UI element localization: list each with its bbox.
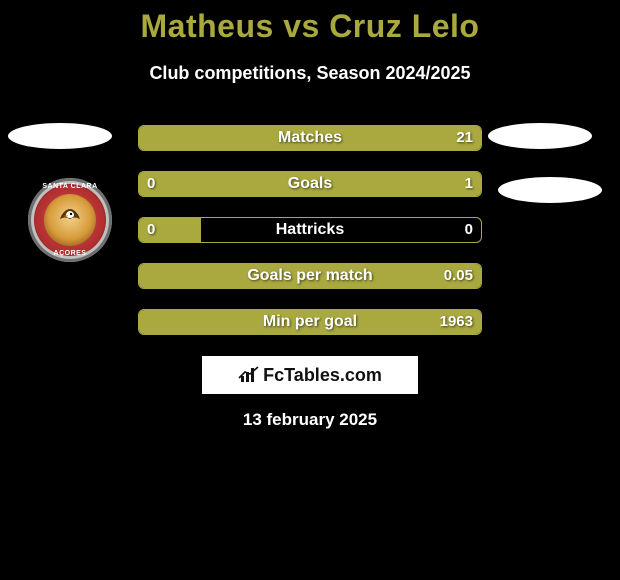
stat-row: Goals per match0.05 <box>138 263 482 289</box>
watermark-text: FcTables.com <box>263 365 382 386</box>
stat-value-right: 0.05 <box>444 264 473 288</box>
chart-icon <box>238 366 260 384</box>
stat-label: Matches <box>139 126 481 150</box>
stat-row: 0Goals1 <box>138 171 482 197</box>
side-ellipse <box>498 177 602 203</box>
badge-region: AÇORES <box>28 250 112 257</box>
club-badge: SANTA CLARA AÇORES <box>28 178 112 262</box>
watermark: FcTables.com <box>202 356 418 394</box>
page-title: Matheus vs Cruz Lelo <box>0 0 620 45</box>
side-ellipse <box>8 123 112 149</box>
stat-label: Min per goal <box>139 310 481 334</box>
stat-label: Goals <box>139 172 481 196</box>
stat-label: Goals per match <box>139 264 481 288</box>
stat-row: Matches21 <box>138 125 482 151</box>
badge-club-name: SANTA CLARA <box>28 183 112 190</box>
stat-value-right: 21 <box>456 126 473 150</box>
date-label: 13 february 2025 <box>0 410 620 430</box>
badge-emblem <box>44 194 96 246</box>
stat-row: Min per goal1963 <box>138 309 482 335</box>
stat-value-right: 1 <box>465 172 473 196</box>
comparison-card: Matheus vs Cruz Lelo Club competitions, … <box>0 0 620 84</box>
side-ellipse <box>488 123 592 149</box>
stat-row: 0Hattricks0 <box>138 217 482 243</box>
stat-value-right: 0 <box>465 218 473 242</box>
stats-panel: Matches210Goals10Hattricks0Goals per mat… <box>138 125 482 355</box>
stat-label: Hattricks <box>139 218 481 242</box>
subtitle: Club competitions, Season 2024/2025 <box>0 63 620 84</box>
eagle-icon <box>52 205 88 233</box>
stat-value-right: 1963 <box>440 310 473 334</box>
